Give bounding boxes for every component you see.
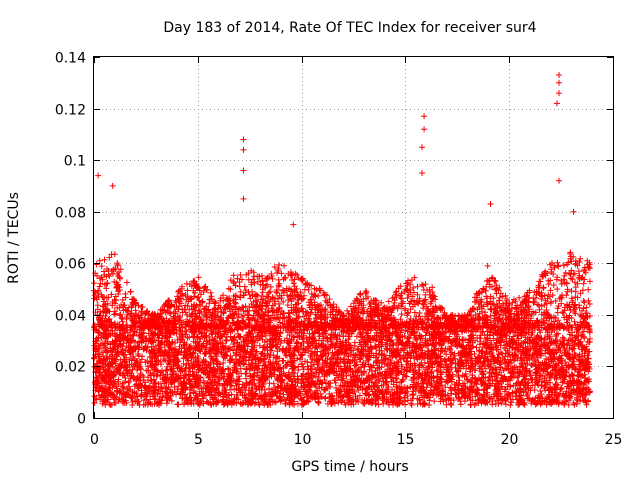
data-point <box>129 402 136 409</box>
data-point <box>264 338 271 345</box>
data-point <box>175 401 182 408</box>
data-point <box>431 398 438 405</box>
data-point <box>270 380 277 387</box>
data-point <box>232 352 239 359</box>
data-point <box>298 352 305 359</box>
data-point <box>438 368 445 375</box>
data-point <box>517 354 524 361</box>
data-point <box>558 385 565 392</box>
data-point <box>459 337 466 344</box>
data-point <box>554 330 561 337</box>
data-point <box>483 349 490 356</box>
data-point <box>580 328 587 335</box>
data-point <box>100 353 107 360</box>
data-point <box>318 393 325 400</box>
data-point <box>119 383 126 390</box>
data-point <box>351 339 358 346</box>
data-point <box>153 373 160 380</box>
data-point <box>526 326 533 333</box>
data-point <box>228 391 235 398</box>
data-point <box>433 367 440 374</box>
data-point <box>502 401 509 408</box>
data-point <box>162 367 169 374</box>
data-point <box>222 337 229 344</box>
data-points <box>91 72 594 409</box>
data-point <box>447 384 454 391</box>
data-point <box>239 401 246 408</box>
data-point <box>160 355 167 362</box>
data-point <box>137 392 144 399</box>
data-point <box>256 342 263 349</box>
data-point <box>381 355 388 362</box>
data-point <box>553 331 560 338</box>
chart-title: Day 183 of 2014, Rate Of TEC Index for r… <box>163 20 536 36</box>
data-point <box>537 388 544 395</box>
data-point <box>239 381 246 388</box>
data-point <box>494 377 501 384</box>
data-point <box>353 333 360 340</box>
data-point <box>528 376 535 383</box>
data-point <box>457 401 464 408</box>
data-point <box>414 326 421 333</box>
data-point <box>130 332 137 339</box>
data-point <box>91 400 98 407</box>
data-point <box>450 352 457 359</box>
data-point <box>448 390 455 397</box>
data-point <box>538 382 545 389</box>
